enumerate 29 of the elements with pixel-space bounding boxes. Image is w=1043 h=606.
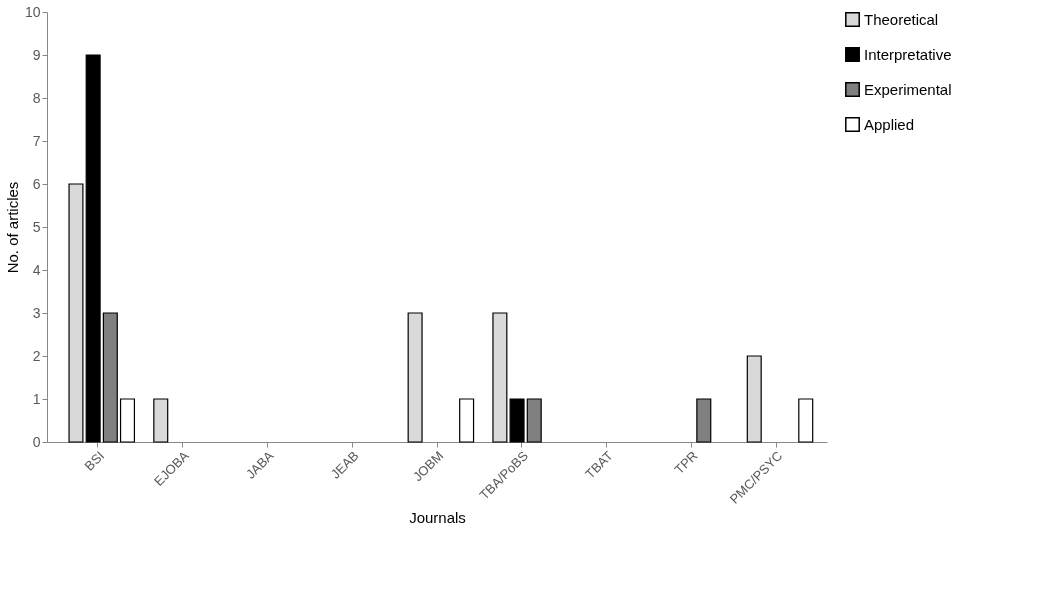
y-tick-label: 2 xyxy=(32,347,41,364)
bar xyxy=(407,312,423,443)
x-axis-title: Journals xyxy=(409,508,466,526)
y-tick-label: 9 xyxy=(32,46,41,63)
y-tick-label: 7 xyxy=(32,132,41,149)
y-tick-label: 1 xyxy=(32,390,41,407)
bar xyxy=(85,54,101,443)
y-tick-label: 8 xyxy=(32,89,41,106)
y-tick-label: 10 xyxy=(24,3,41,20)
bar xyxy=(492,312,508,443)
x-tick-label: TPR xyxy=(671,448,701,478)
legend-label: Theoretical xyxy=(864,10,939,28)
bar xyxy=(459,398,475,443)
y-tick-label: 4 xyxy=(32,261,41,278)
y-tick-label: 6 xyxy=(32,175,41,192)
x-tick-label: BSI xyxy=(81,448,108,474)
bar xyxy=(68,183,84,443)
bar xyxy=(153,398,169,443)
y-tick-label: 0 xyxy=(32,433,41,450)
bar xyxy=(119,398,136,443)
bar xyxy=(746,355,762,443)
y-tick-label: 3 xyxy=(32,304,41,321)
legend-label: Applied xyxy=(864,115,915,133)
bar xyxy=(798,398,814,443)
legend-label: Interpretative xyxy=(864,45,952,63)
legend-label: Experimental xyxy=(864,80,952,98)
bar xyxy=(509,398,525,443)
y-axis-title: No. of articles xyxy=(3,181,21,274)
y-tick-label: 5 xyxy=(32,218,41,235)
